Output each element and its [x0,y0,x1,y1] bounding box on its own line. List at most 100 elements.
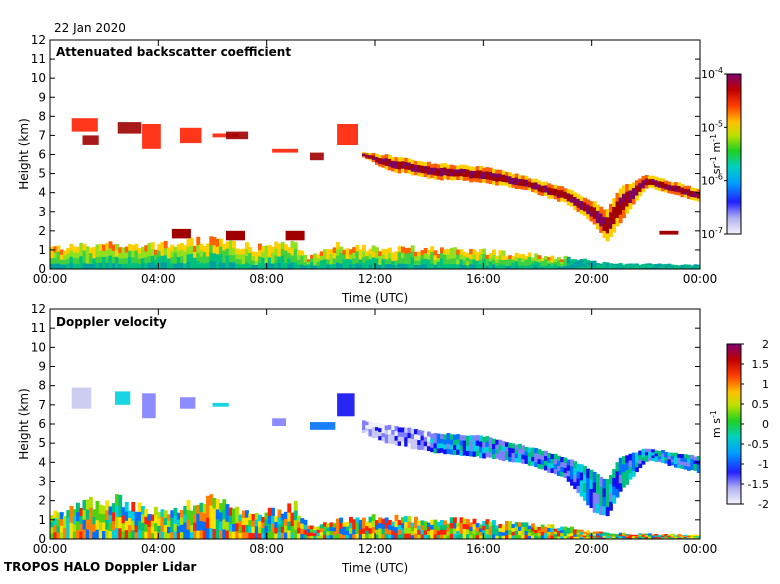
cloud-cell [540,182,545,186]
bl-cell [531,266,535,269]
bl-cell [378,255,383,261]
cloud-cell [560,471,565,477]
bl-cell [209,505,214,517]
cloud-cell [696,468,700,473]
bl-cell [196,530,201,539]
bl-cell [53,510,58,519]
cloud-cell [625,462,630,471]
bl-cell [251,514,256,521]
bl-cell [251,251,256,257]
bl-cell [248,263,253,269]
cloud-cell [563,191,568,196]
cloud-cell [540,450,545,456]
cloud-cell [693,456,698,461]
bl-cell [310,258,314,263]
bl-cell [670,535,675,537]
bl-cell [339,523,344,529]
cloud-cell [521,175,526,180]
cloud-cell [570,478,574,486]
bl-cell [547,524,552,529]
bl-cell [661,267,665,269]
bl-cell [394,264,399,269]
bl-cell [358,519,363,525]
cloud-cell [440,443,444,449]
bl-cell [277,516,282,525]
bl-cell [206,262,210,269]
bl-cell [85,529,90,539]
bl-cell [475,260,480,265]
elevated-patch [272,148,299,153]
bl-cell [342,530,347,536]
bl-cell [124,511,129,521]
bl-cell [225,241,230,249]
bl-cell [202,530,207,539]
bl-cell [368,258,373,265]
bl-cell [212,498,217,509]
cloud-cell [375,153,379,157]
cloud-cell [674,182,678,186]
cloud-cell [371,426,376,431]
bl-cell [667,535,672,537]
bl-cell [336,262,340,269]
bl-cell [631,263,636,266]
bl-cell [105,510,110,520]
bl-cell [563,529,568,534]
cloud-cell [550,184,555,189]
cloud-cell [648,184,652,188]
bl-cell [420,529,425,535]
bl-cell [508,262,513,266]
bl-cell [674,266,678,268]
bl-cell [225,521,230,531]
cloud-cell [521,454,526,460]
cloud-cell [436,168,441,173]
bl-cell [66,263,71,269]
bl-cell [394,526,399,534]
cloud-cell [563,462,568,468]
bl-cell [527,525,532,530]
bl-cell [290,532,295,539]
bl-cell [219,503,223,513]
bl-cell [648,264,652,267]
bl-cell [592,531,597,534]
bl-cell [261,533,266,539]
cloud-cell [472,177,477,182]
cloud-cell [449,449,454,455]
cloud-cell [654,458,659,462]
bl-cell [586,262,591,265]
cloud-cell [365,154,370,157]
bl-cell [232,248,236,256]
bl-cell [670,533,675,536]
cloud-cell [401,441,405,447]
bl-cell [280,532,285,539]
bl-cell [238,514,243,521]
bl-cell [137,502,142,512]
bl-cell [329,259,334,265]
bl-cell [118,517,123,529]
cloud-cell [605,209,610,218]
cloud-cell [596,473,600,484]
bl-cell [573,261,578,265]
bl-cell [524,262,529,266]
bl-cell [586,532,591,535]
bl-cell [63,527,67,534]
cloud-cell [524,455,529,460]
bl-cell [222,499,227,510]
bl-cell [566,256,571,261]
bl-cell [297,515,301,522]
bl-cell [550,262,555,266]
cloud-cell [628,460,633,467]
bl-cell [183,263,188,269]
bl-cell [313,535,318,539]
bl-cell [667,537,672,539]
cloud-cell [446,433,451,439]
cloud-cell [641,456,646,461]
cloud-cell [628,473,633,480]
bl-cell [495,255,500,260]
bl-cell [423,263,428,269]
cloud-cell [664,180,669,184]
cloud-cell [453,434,457,440]
bl-cell [466,253,470,258]
bl-cell [85,263,90,269]
cloud-cell [680,461,685,466]
